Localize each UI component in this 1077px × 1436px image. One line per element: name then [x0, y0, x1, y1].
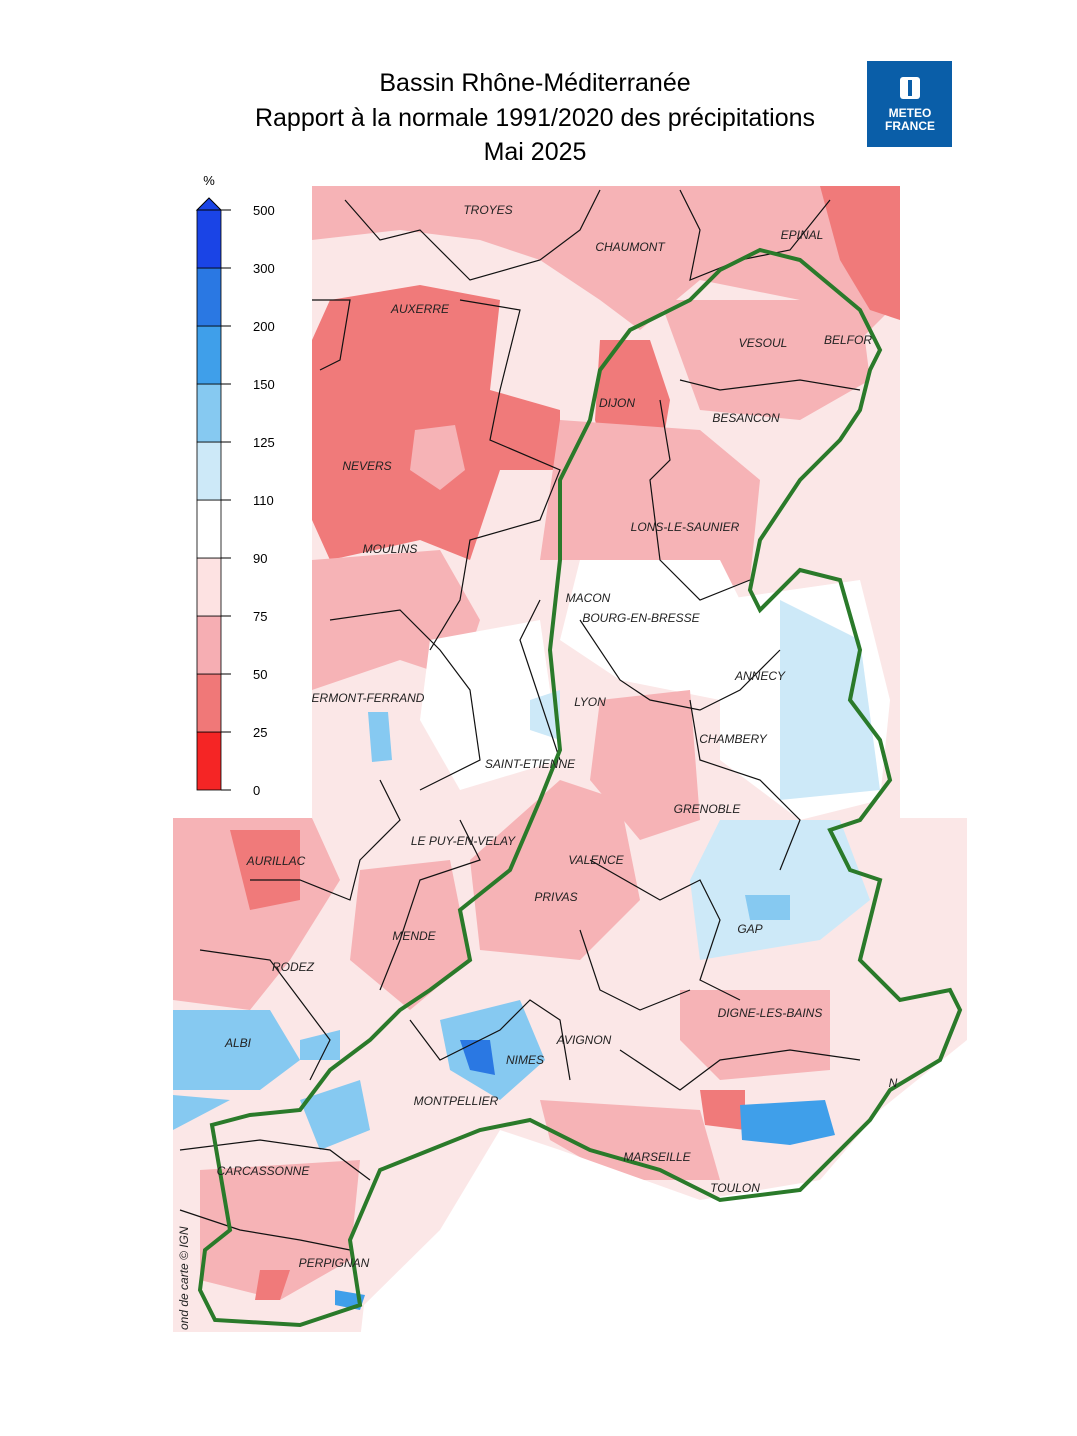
legend-band	[196, 673, 222, 733]
legend-band	[196, 267, 222, 327]
city-label: GAP	[737, 922, 762, 936]
city-label: CARCASSONNE	[217, 1164, 311, 1178]
city-label: DIGNE-LES-BAINS	[718, 1006, 823, 1020]
city-label: VESOUL	[739, 336, 788, 350]
legend-band	[196, 731, 222, 791]
map: TROYES CHAUMONT EPINAL AUXERRE VESOUL BELFOR D…	[173, 186, 967, 1332]
legend-tick-label: 90	[253, 551, 267, 566]
city-label: LYON	[574, 695, 606, 709]
legend-tick-label: 110	[253, 493, 274, 508]
legend-tick-label: 25	[253, 725, 267, 740]
city-label: MACON	[566, 591, 611, 605]
city-label: AURILLAC	[246, 854, 306, 868]
city-label: ALBI	[224, 1036, 252, 1050]
city-label: SAINT-ETIENNE	[485, 757, 576, 771]
city-label: TOULON	[710, 1181, 760, 1195]
legend-band	[196, 615, 222, 675]
legend-tick-label: 125	[253, 435, 275, 450]
city-label: BOURG-EN-BRESSE	[582, 611, 700, 625]
city-label: LE PUY-EN-VELAY	[411, 834, 516, 848]
legend-tick-label: 50	[253, 667, 267, 682]
city-label: GRENOBLE	[674, 802, 742, 816]
city-label: TROYES	[463, 203, 512, 217]
city-label: CHAMBERY	[699, 732, 768, 746]
legend-band	[196, 383, 222, 443]
legend-tick-label: 150	[253, 377, 275, 392]
city-label: MONTPELLIER	[414, 1094, 499, 1108]
legend-tick-label: 75	[253, 609, 267, 624]
map-credit: ond de carte © IGN	[177, 1226, 191, 1330]
legend-band	[196, 557, 222, 617]
city-label: MOULINS	[363, 542, 418, 556]
city-label: BELFOR	[824, 333, 872, 347]
city-label: PERPIGNAN	[299, 1256, 370, 1270]
city-label: MENDE	[392, 929, 436, 943]
city-label: MARSEILLE	[623, 1150, 691, 1164]
legend-tick-label: 0	[253, 783, 260, 798]
legend: % 0 25 50 75 90 110 125 150 200 300 500	[195, 173, 275, 798]
city-label: EPINAL	[781, 228, 824, 242]
legend-band	[196, 499, 222, 559]
city-label: NIMES	[506, 1053, 544, 1067]
city-label: RODEZ	[272, 960, 315, 974]
title-line: Mai 2025	[484, 138, 587, 166]
logo-text: METEO	[889, 106, 932, 120]
legend-unit: %	[203, 173, 215, 188]
legend-band	[196, 209, 222, 269]
legend-band	[196, 441, 222, 501]
title: Bassin Rhône-Méditerranée Rapport à la n…	[255, 69, 815, 166]
city-label: PRIVAS	[534, 890, 577, 904]
city-label: AUXERRE	[390, 302, 450, 316]
city-label: LONS-LE-SAUNIER	[631, 520, 740, 534]
logo-text: FRANCE	[885, 119, 935, 133]
legend-arrow	[195, 197, 223, 211]
city-label: VALENCE	[568, 853, 624, 867]
city-label: DIJON	[599, 396, 635, 410]
city-label: ANNECY	[734, 669, 786, 683]
title-line: Bassin Rhône-Méditerranée	[379, 69, 690, 97]
city-label: BESANCON	[712, 411, 780, 425]
city-label: ERMONT-FERRAND	[312, 691, 425, 705]
logo: METEO FRANCE	[867, 61, 952, 147]
city-label: N	[889, 1076, 898, 1090]
city-label: AVIGNON	[556, 1033, 612, 1047]
city-label: NEVERS	[342, 459, 391, 473]
legend-band	[196, 325, 222, 385]
legend-tick-label: 200	[253, 319, 275, 334]
borders	[179, 189, 861, 1251]
city-label: CHAUMONT	[595, 240, 666, 254]
legend-tick-label: 500	[253, 203, 275, 218]
legend-tick-label: 300	[253, 261, 275, 276]
city-labels: TROYES CHAUMONT EPINAL AUXERRE VESOUL BELFOR D…	[217, 203, 898, 1270]
title-line: Rapport à la normale 1991/2020 des préci…	[255, 104, 815, 132]
basin-outline	[197, 247, 963, 1328]
